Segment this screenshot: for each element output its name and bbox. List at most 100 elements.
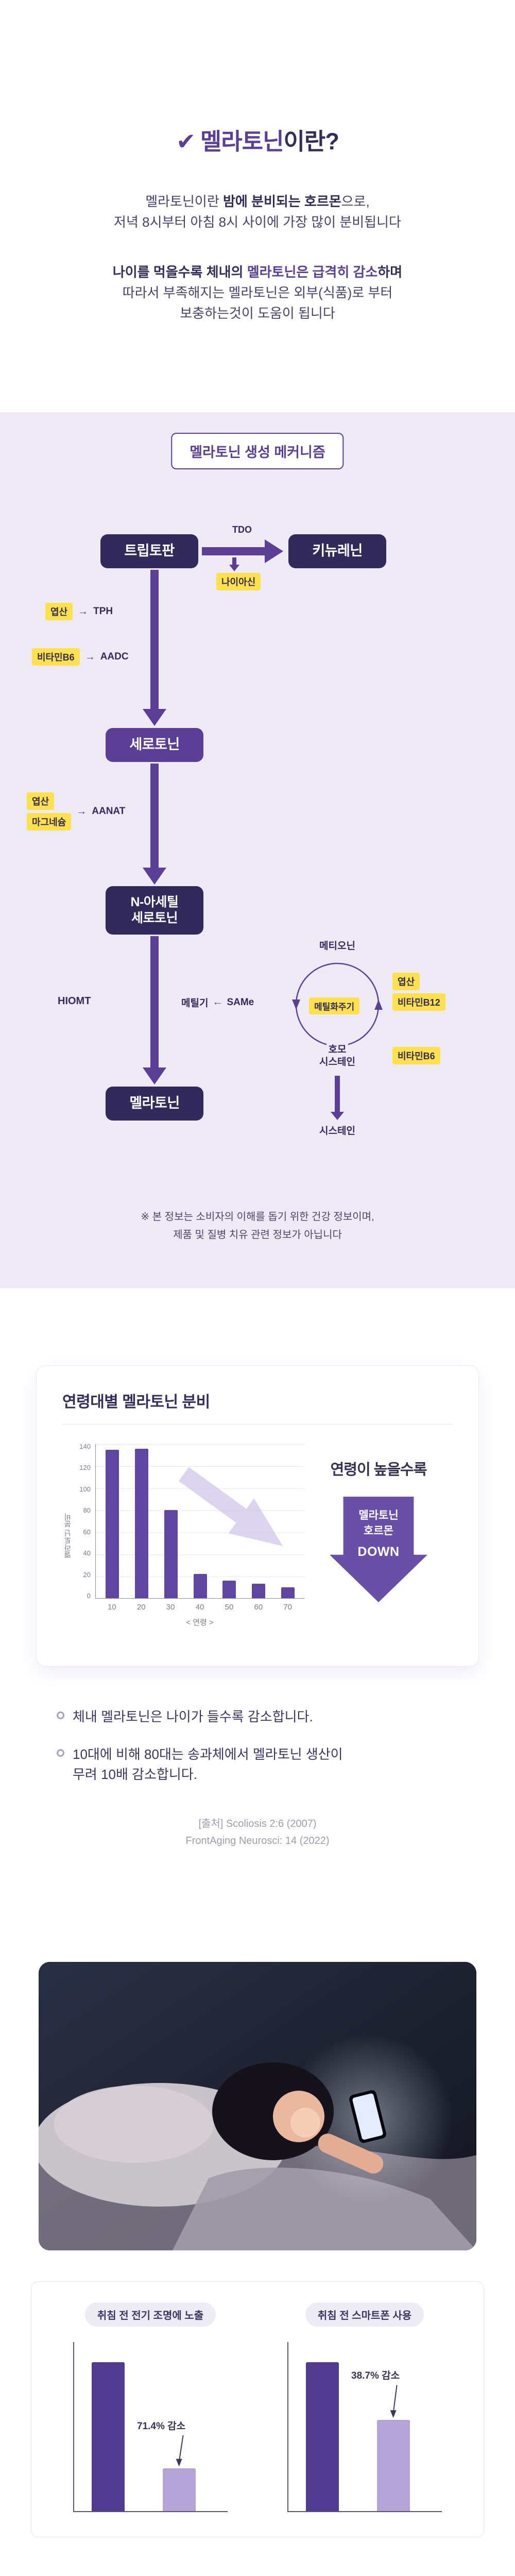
- x-tick-label: 30: [166, 1603, 175, 1612]
- age-bar: [222, 1580, 236, 1598]
- folate-tag: 엽산: [392, 973, 420, 990]
- intro-p2-line3: 보충하는것이 도움이 됩니다: [180, 306, 335, 321]
- x-tick-label: 60: [254, 1603, 263, 1612]
- enzyme-aadc: AADC: [100, 651, 129, 662]
- arrow-left-icon: ←: [212, 996, 223, 1008]
- age-chart-plot-column: 10 20 30 40 50 60 70 < 연령 >: [95, 1444, 304, 1628]
- x-tick-label: 20: [136, 1603, 146, 1612]
- bar-column: [98, 1444, 127, 1598]
- homocysteine-line2: 시스테인: [317, 1056, 357, 1069]
- bar-column: [156, 1444, 185, 1598]
- arrow-right-icon: →: [78, 605, 89, 617]
- x-tick-label: 70: [283, 1603, 292, 1612]
- homocysteine-line1: 호모: [326, 1044, 349, 1056]
- intro-p2-line1: 나이를 먹을수록 체내의 멜라토닌은 급격히 감소하며: [113, 264, 402, 280]
- age-finding-2-line2: 무려 10배 감소합니다.: [73, 1767, 197, 1782]
- y-axis-label: 멜라토닌 분비: [63, 1513, 72, 1558]
- bar-column: [185, 1444, 215, 1598]
- photo-section: [0, 1932, 515, 2267]
- bar-after: [377, 2420, 410, 2511]
- cofactor-row-tph: 엽산 → TPH: [45, 603, 113, 620]
- check-icon: ✔: [176, 128, 196, 155]
- homocysteine-label: 호모 시스테인: [306, 1044, 368, 1069]
- node-tryptophan-label: 트립토판: [124, 543, 175, 559]
- sleep-charts-card: 취침 전 전기 조명에 노출 71.4% 감소 취침 전 스마트폰 사용 38: [31, 2281, 484, 2537]
- age-finding-1-text: 체내 멜라토닌은 나이가 들수록 감소합니다.: [73, 1709, 313, 1724]
- mechanism-badge: 멜라토닌 생성 메커니즘: [171, 433, 344, 469]
- intro-paragraph-2: 나이를 먹을수록 체내의 멜라토닌은 급격히 감소하며 따라서 부족해지는 멜라…: [0, 262, 515, 324]
- cofactor-row-aanat: 엽산 마그네슘 → AANAT: [27, 792, 125, 831]
- age-chart-xticks: 10 20 30 40 50 60 70: [95, 1603, 304, 1612]
- bar-before: [306, 2362, 339, 2511]
- age-chart-bars: [96, 1444, 304, 1598]
- vitamin-b6-tag: 비타민B6: [32, 648, 80, 666]
- bedtime-photo-illustration: [39, 1962, 476, 2250]
- age-chart-row: 멜라토닌 분비 140 120 100 80 60 40 20 0 10 20 30 40 50 60 7…: [62, 1443, 453, 1628]
- age-finding-2-text: 10대에 비해 80대는 송과체에서 멜라토닌 생산이 무려 10배 감소합니다…: [73, 1744, 343, 1785]
- node-serotonin: 세로토닌: [106, 728, 203, 762]
- age-finding-2: 10대에 비해 80대는 송과체에서 멜라토닌 생산이 무려 10배 감소합니다…: [57, 1744, 458, 1785]
- folate-tag: 엽산: [27, 792, 55, 810]
- node-serotonin-label: 세로토닌: [129, 737, 180, 753]
- mechanism-disclaimer: ※ 본 정보는 소비자의 이해를 돕기 위한 건강 정보이며, 제품 및 질병 …: [0, 1208, 515, 1244]
- y-tick-label: 100: [79, 1485, 91, 1493]
- node-melatonin-label: 멜라토닌: [129, 1095, 180, 1111]
- y-tick-label: 40: [83, 1549, 91, 1557]
- y-tick-label: 0: [87, 1591, 91, 1600]
- node-n-acetylserotonin: N-아세틸 세로토닌: [106, 886, 203, 935]
- vitamin-b12-tag: 비타민B12: [392, 993, 445, 1011]
- node-melatonin: 멜라토닌: [106, 1087, 203, 1121]
- cofactor-row-aadc: 비타민B6 → AADC: [32, 648, 129, 666]
- intro-p1-text2: 으로,: [341, 194, 370, 209]
- bar-before: [92, 2362, 125, 2511]
- age-finding-2-line1: 10대에 비해 80대는 송과체에서 멜라토닌 생산이: [73, 1747, 343, 1762]
- smartphone-use-chart-title: 취침 전 스마트폰 사용: [305, 2302, 424, 2327]
- enzyme-hiomt: HIOMT: [58, 995, 91, 1007]
- page-title: ✔ 멜라토닌이란?: [0, 123, 515, 156]
- age-side-text: 연령이 높을수록: [330, 1462, 427, 1478]
- intro-p1-line2: 저녁 8시부터 아침 8시 사이에 가장 많이 분비됩니다: [114, 214, 401, 230]
- smartphone-use-plot: 38.7% 감소: [287, 2342, 442, 2512]
- age-chart-plot: [95, 1444, 304, 1599]
- age-bar: [251, 1584, 265, 1598]
- light-exposure-chart: 취침 전 전기 조명에 노출 71.4% 감소: [50, 2302, 251, 2512]
- intro-p2-text: 나이를 먹을수록 체내의: [112, 264, 247, 280]
- intro-p2-line2: 따라서 부족해지는 멜라토닌은 외부(식품)로 부터: [122, 284, 393, 300]
- down-badge-line1: 멜라토닌: [358, 1510, 399, 1521]
- sleep-charts-section: 취침 전 전기 조명에 노출 71.4% 감소 취침 전 스마트폰 사용 38: [0, 2267, 515, 2576]
- enzyme-tdo: TDO: [232, 524, 252, 535]
- age-bar: [281, 1587, 295, 1598]
- decrease-annotation: 38.7% 감소: [351, 2370, 400, 2381]
- mechanism-section: 멜라토닌 생성 메커니즘 트립토판: [0, 412, 515, 1288]
- x-axis-label: < 연령 >: [186, 1618, 214, 1627]
- node-kynurenine: 키뉴레닌: [288, 534, 386, 568]
- enzyme-tph: TPH: [93, 606, 113, 617]
- age-bar: [135, 1448, 149, 1598]
- diagram-arrows: [143, 539, 383, 1120]
- age-source-line1: [출처] Scoliosis 2:6 (2007): [198, 1818, 317, 1829]
- melatonin-down-arrow-badge: 멜라토닌 호르몬 DOWN: [330, 1497, 427, 1602]
- age-source: [출처] Scoliosis 2:6 (2007) FrontAging Neu…: [0, 1816, 515, 1850]
- intro-paragraph-1: 멜라토닌이란 밤에 분비되는 호르몬으로, 저녁 8시부터 아침 8시 사이에 …: [0, 191, 515, 233]
- x-tick-label: 10: [108, 1603, 116, 1612]
- intro-section: ✔ 멜라토닌이란? 멜라토닌이란 밤에 분비되는 호르몬으로, 저녁 8시부터 아…: [0, 0, 515, 412]
- age-bar: [106, 1449, 119, 1598]
- y-tick-label: 140: [79, 1443, 91, 1450]
- methyl-same-row: 메틸기 ← SAMe: [181, 995, 254, 1009]
- magnesium-tag: 마그네슘: [27, 813, 72, 831]
- y-tick-label: 20: [83, 1570, 91, 1579]
- node-n-acetyl-line1: N-아세틸: [130, 894, 179, 909]
- intro-p2-text2: 하며: [377, 264, 403, 280]
- age-source-line2: FrontAging Neurosci: 14 (2022): [185, 1835, 330, 1846]
- cysteine-text: 시스테인: [317, 1125, 357, 1138]
- bullet-circle-icon: [57, 1711, 64, 1719]
- y-tick-label: 120: [79, 1464, 91, 1472]
- intro-p2-emphasis: 멜라토닌은 급격히 감소: [247, 264, 378, 280]
- y-tick-label: 80: [83, 1506, 91, 1515]
- down-badge-line2: 호르몬: [364, 1525, 393, 1537]
- x-tick-label: 40: [195, 1603, 204, 1612]
- disclaimer-line2: 제품 및 질병 치유 관련 정보가 아닙니다: [173, 1229, 342, 1241]
- age-chart-yticks: 140 120 100 80 60 40 20 0: [74, 1443, 95, 1600]
- light-exposure-plot: 71.4% 감소: [73, 2342, 228, 2512]
